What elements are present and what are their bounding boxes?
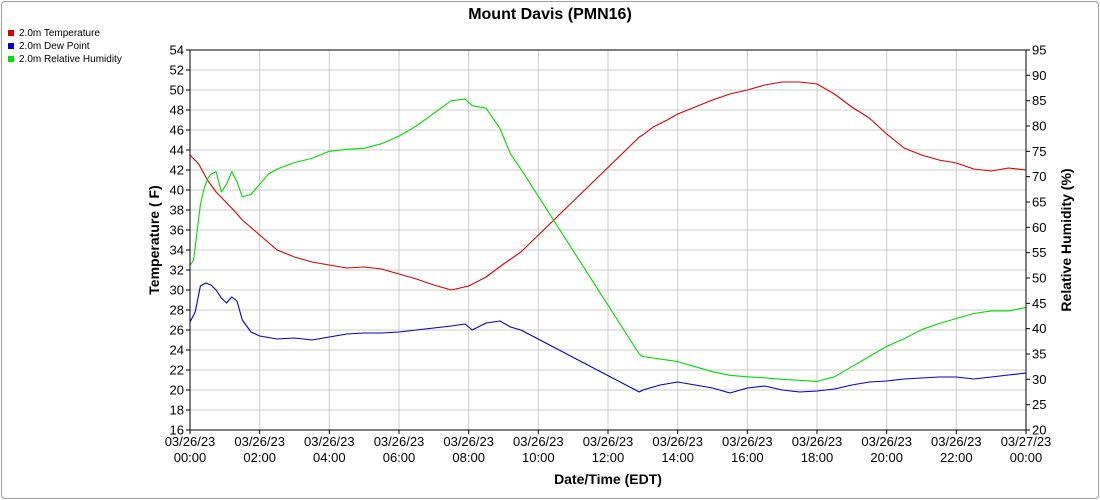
grid — [189, 49, 1027, 431]
chart-title: Mount Davis (PMN16) — [468, 6, 632, 23]
x-tick-date: 03/26/23 — [443, 434, 494, 449]
x-tick-time: 02:00 — [243, 450, 276, 465]
right-tick-label: 20 — [1032, 423, 1046, 438]
right-tick-label: 85 — [1032, 93, 1046, 108]
left-axis-title: Temperature ( F) — [146, 185, 162, 294]
right-tick-label: 70 — [1032, 169, 1046, 184]
left-tick-label: 40 — [170, 183, 184, 198]
legend-swatch — [8, 56, 14, 62]
left-tick-label: 30 — [170, 283, 184, 298]
left-tick-label: 32 — [170, 263, 184, 278]
x-axis-title: Date/Time (EDT) — [554, 471, 662, 487]
right-tick-label: 90 — [1032, 68, 1046, 83]
x-axis-ticks: 03/26/2300:0003/26/2302:0003/26/2304:000… — [165, 430, 1052, 465]
left-tick-label: 26 — [170, 323, 184, 338]
left-tick-label: 38 — [170, 203, 184, 218]
x-tick-time: 18:00 — [801, 450, 834, 465]
legend-swatch — [8, 43, 14, 49]
x-tick-time: 04:00 — [313, 450, 346, 465]
right-tick-label: 25 — [1032, 397, 1046, 412]
right-axis-title: Relative Humidity (%) — [1058, 168, 1074, 311]
right-tick-label: 30 — [1032, 372, 1046, 387]
x-tick-time: 22:00 — [940, 450, 973, 465]
right-tick-label: 55 — [1032, 245, 1046, 260]
series-line-2-0m-relative-humidity — [189, 98, 1027, 382]
series-line-2-0m-dew-point — [189, 282, 1027, 394]
x-tick-time: 08:00 — [452, 450, 485, 465]
legend-swatch — [8, 30, 14, 36]
series-layer — [189, 81, 1027, 394]
legend-label: 2.0m Relative Humidity — [19, 54, 122, 65]
left-tick-label: 22 — [170, 363, 184, 378]
x-tick-time: 00:00 — [174, 450, 207, 465]
legend-label: 2.0m Temperature — [19, 28, 100, 39]
right-axis-ticks: 20 25 30 35 40 45 50 55 60 65 70 75 80 85 90 95 — [1026, 43, 1046, 438]
x-tick-date: 03/26/23 — [722, 434, 773, 449]
left-tick-label: 44 — [170, 143, 184, 158]
x-tick-time: 12:00 — [592, 450, 625, 465]
right-tick-label: 65 — [1032, 195, 1046, 210]
x-tick-date: 03/26/23 — [234, 434, 285, 449]
left-tick-label: 48 — [170, 103, 184, 118]
x-tick-time: 16:00 — [731, 450, 764, 465]
x-tick-time: 10:00 — [522, 450, 555, 465]
right-tick-label: 35 — [1032, 347, 1046, 362]
x-tick-date: 03/26/23 — [165, 434, 216, 449]
left-tick-label: 54 — [170, 43, 184, 58]
x-tick-date: 03/26/23 — [652, 434, 703, 449]
left-tick-label: 50 — [170, 83, 184, 98]
right-tick-label: 45 — [1032, 296, 1046, 311]
x-tick-date: 03/27/23 — [1001, 434, 1052, 449]
left-axis-ticks: 16 18 20 22 24 26 28 30 32 34 36 38 40 42 44 46 48 50 52 54 — [170, 43, 190, 438]
left-tick-label: 52 — [170, 63, 184, 78]
right-tick-label: 50 — [1032, 271, 1046, 286]
series-line-2-0m-temperature — [189, 81, 1027, 291]
x-tick-time: 00:00 — [1010, 450, 1043, 465]
x-tick-date: 03/26/23 — [583, 434, 634, 449]
x-tick-time: 20:00 — [870, 450, 903, 465]
x-tick-time: 06:00 — [383, 450, 416, 465]
right-tick-label: 80 — [1032, 119, 1046, 134]
x-tick-date: 03/26/23 — [861, 434, 912, 449]
x-tick-date: 03/26/23 — [513, 434, 564, 449]
x-tick-date: 03/26/23 — [931, 434, 982, 449]
x-tick-date: 03/26/23 — [792, 434, 843, 449]
x-tick-date: 03/26/23 — [374, 434, 425, 449]
left-tick-label: 28 — [170, 303, 184, 318]
left-tick-label: 36 — [170, 223, 184, 238]
right-tick-label: 60 — [1032, 220, 1046, 235]
right-tick-label: 40 — [1032, 321, 1046, 336]
x-tick-date: 03/26/23 — [304, 434, 355, 449]
right-tick-label: 95 — [1032, 43, 1046, 58]
left-tick-label: 24 — [170, 343, 184, 358]
legend: 2.0m Temperature 2.0m Dew Point 2.0m Relat… — [8, 28, 122, 65]
left-tick-label: 16 — [170, 423, 184, 438]
left-tick-label: 34 — [170, 243, 184, 258]
left-tick-label: 46 — [170, 123, 184, 138]
left-tick-label: 42 — [170, 163, 184, 178]
left-tick-label: 20 — [170, 383, 184, 398]
right-tick-label: 75 — [1032, 144, 1046, 159]
legend-label: 2.0m Dew Point — [19, 41, 90, 52]
x-tick-time: 14:00 — [661, 450, 694, 465]
left-tick-label: 18 — [170, 403, 184, 418]
